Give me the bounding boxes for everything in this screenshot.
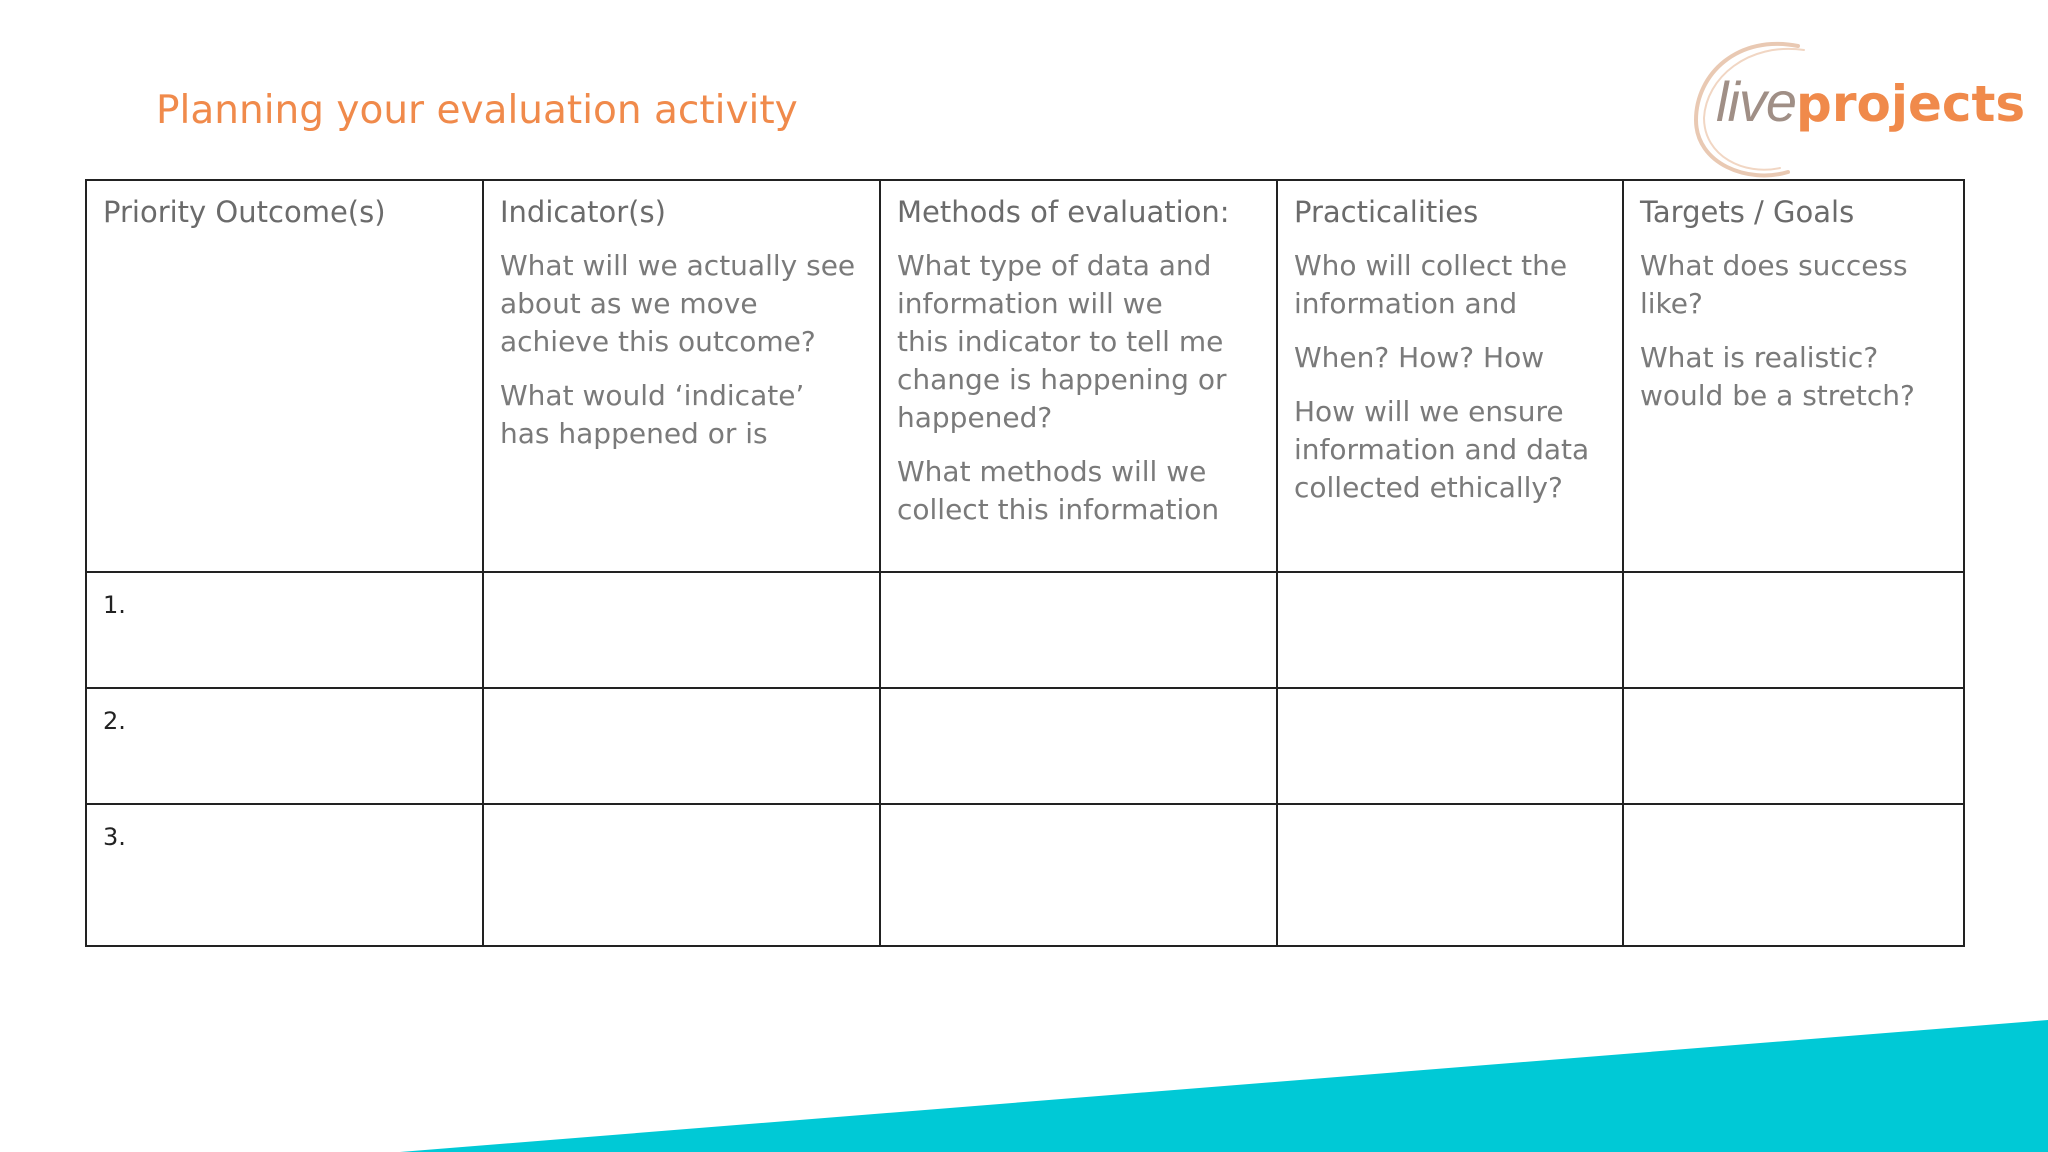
row-number-cell[interactable]: 2. (85, 687, 484, 805)
logo-ring-icon (1693, 41, 1805, 178)
practicalities-cell[interactable] (1276, 571, 1624, 689)
header-prompt: What methods will we collect this inform… (897, 455, 1220, 526)
header-title: Indicator(s) (500, 195, 666, 229)
header-title: Priority Outcome(s) (103, 195, 386, 229)
practicalities-cell[interactable] (1276, 687, 1624, 805)
methods-cell[interactable] (879, 687, 1278, 805)
row-number: 1. (103, 591, 126, 619)
slide-title: Planning your evaluation activity (156, 88, 798, 133)
indicator-cell[interactable] (482, 571, 881, 689)
header-targets-goals: Targets / Goals What does success like? … (1622, 179, 1965, 573)
methods-cell[interactable] (879, 571, 1278, 689)
table-row: 2. (85, 687, 1965, 805)
header-methods-of-evaluation: Methods of evaluation: What type of data… (879, 179, 1278, 573)
table-row: 3. (85, 803, 1965, 947)
targets-cell[interactable] (1622, 571, 1965, 689)
header-prompt: What is realistic? would be a stretch? (1640, 341, 1915, 412)
liveprojects-logo: liveprojects (1678, 34, 2025, 184)
targets-cell[interactable] (1622, 803, 1965, 947)
practicalities-cell[interactable] (1276, 803, 1624, 947)
header-prompt: Who will collect the information and (1294, 249, 1568, 320)
header-priority-outcomes: Priority Outcome(s) (85, 179, 484, 573)
header-prompt: What type of data and information will w… (897, 249, 1227, 434)
methods-cell[interactable] (879, 803, 1278, 947)
row-number-cell[interactable]: 1. (85, 571, 484, 689)
header-title: Targets / Goals (1640, 195, 1855, 229)
header-title: Practicalities (1294, 195, 1479, 229)
table-row: 1. (85, 571, 1965, 689)
table-header-row: Priority Outcome(s) Indicator(s) What wi… (85, 179, 1965, 573)
header-prompt: What will we actually see about as we mo… (500, 249, 856, 358)
header-prompt: When? How? How (1294, 341, 1545, 374)
row-number: 3. (103, 823, 126, 851)
header-prompt: How will we ensure information and data … (1294, 395, 1590, 504)
evaluation-planning-table: Priority Outcome(s) Indicator(s) What wi… (85, 179, 1965, 947)
indicator-cell[interactable] (482, 803, 881, 947)
header-prompt: What would ‘indicate’ has happened or is (500, 379, 805, 450)
header-prompt: What does success like? (1640, 249, 1908, 320)
header-indicators: Indicator(s) What will we actually see a… (482, 179, 881, 573)
row-number-cell[interactable]: 3. (85, 803, 484, 947)
row-number: 2. (103, 707, 126, 735)
logo-text-projects: projects (1796, 75, 2026, 133)
logo-text-live: live (1716, 70, 1797, 133)
header-title: Methods of evaluation: (897, 195, 1230, 229)
indicator-cell[interactable] (482, 687, 881, 805)
targets-cell[interactable] (1622, 687, 1965, 805)
header-practicalities: Practicalities Who will collect the info… (1276, 179, 1624, 573)
